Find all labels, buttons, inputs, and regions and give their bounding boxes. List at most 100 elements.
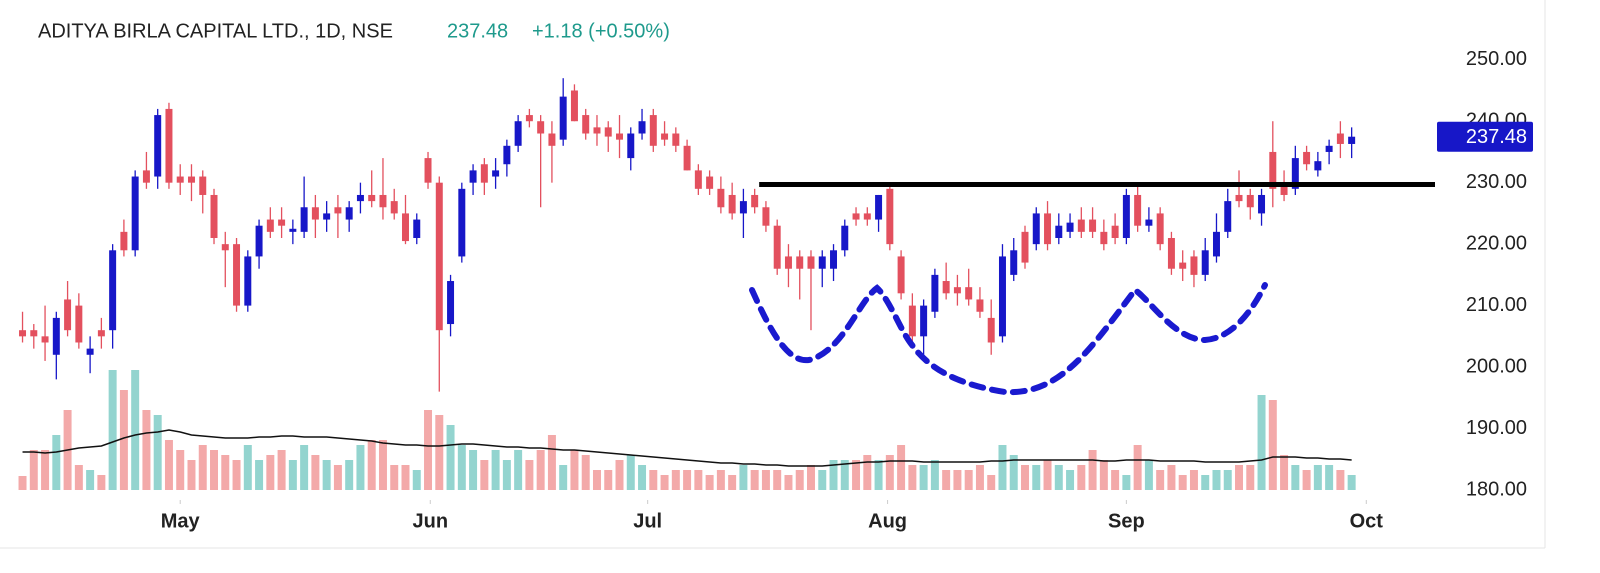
volume-bar: [1077, 465, 1086, 490]
candle-body: [1066, 222, 1074, 232]
candle-body: [953, 287, 961, 294]
volume-bar: [829, 460, 838, 490]
volume-bar: [119, 390, 128, 490]
candle-body: [627, 133, 635, 159]
pattern-annotation: [749, 282, 1268, 396]
candle-body: [807, 256, 815, 269]
volume-bar: [1088, 450, 1097, 490]
candle-body: [19, 330, 27, 337]
candle-body: [1246, 194, 1254, 208]
candle-body: [492, 170, 500, 177]
y-tick-label: 230.00: [1466, 171, 1527, 193]
volume-bar: [784, 475, 793, 490]
volume-bar: [1156, 470, 1165, 490]
candle-body: [142, 170, 150, 183]
volume-bar: [885, 455, 894, 490]
volume-bar: [761, 470, 770, 490]
candle-body: [86, 348, 94, 355]
candle-body: [1156, 213, 1164, 245]
chart-title: ADITYA BIRLA CAPITAL LTD., 1D, NSE: [38, 20, 393, 42]
x-tick-label: Jun: [412, 510, 448, 532]
volume-bar: [897, 445, 906, 490]
volume-bar: [581, 455, 590, 490]
candle-body: [1010, 250, 1018, 275]
volume-bar: [1099, 460, 1108, 490]
volume-bar: [480, 460, 489, 490]
candle-body: [379, 194, 387, 208]
volume-bar: [728, 475, 737, 490]
volume-bar: [502, 460, 511, 490]
volume-bar: [930, 460, 939, 490]
candle-body: [176, 176, 184, 183]
x-tick-label: May: [161, 510, 201, 532]
candle-body: [908, 305, 916, 337]
volume-bar: [953, 470, 962, 490]
candle-body: [931, 274, 939, 312]
volume-bar: [975, 465, 984, 490]
candle-body: [1212, 231, 1220, 257]
candle-body: [875, 194, 883, 220]
volume-bar: [570, 450, 579, 490]
candle-body: [1032, 213, 1040, 245]
candle-body: [503, 145, 511, 165]
candle-body: [255, 225, 263, 257]
candle-body: [1122, 194, 1130, 238]
candle-body: [120, 231, 128, 251]
candle-body: [1201, 250, 1209, 275]
volume-bar: [277, 450, 286, 490]
candle-body: [435, 182, 443, 331]
volume-bar: [97, 475, 106, 490]
candle-body: [458, 188, 466, 257]
volume-bar: [221, 455, 230, 490]
y-tick-label: 200.00: [1466, 355, 1527, 377]
volume-bar: [1178, 475, 1187, 490]
candle-body: [863, 213, 871, 220]
candle-body: [109, 250, 117, 331]
candle-body: [278, 219, 286, 226]
volume-bar: [469, 450, 478, 490]
volume-bar: [367, 440, 376, 490]
volume-bar: [1325, 465, 1334, 490]
candle-body: [537, 121, 545, 134]
candle-body: [75, 305, 83, 343]
volume-bar: [840, 460, 849, 490]
volume-bar: [424, 410, 433, 490]
volume-bar: [592, 470, 601, 490]
candle-body: [1100, 231, 1108, 245]
x-tick-label: Jul: [633, 510, 662, 532]
candle-body: [390, 201, 398, 214]
volume-bar: [356, 445, 365, 490]
volume-bar: [446, 425, 455, 490]
candle-body: [356, 194, 364, 202]
volume-bar: [1336, 470, 1345, 490]
volume-bar: [1122, 475, 1131, 490]
candle-body: [210, 194, 218, 238]
candle-body: [1314, 161, 1322, 171]
volume-bar: [18, 476, 27, 490]
axes: 180.00190.00200.00210.00220.00230.00240.…: [161, 48, 1533, 532]
volume-bar: [1201, 475, 1210, 490]
candle-body: [920, 305, 928, 337]
volume-bar: [1043, 460, 1052, 490]
candle-body: [413, 219, 421, 238]
volume-bar: [52, 435, 61, 490]
candle-body: [683, 145, 691, 171]
candle-body: [266, 219, 274, 232]
candle-body: [480, 164, 488, 183]
y-tick-label: 190.00: [1466, 417, 1527, 439]
volume-bar: [86, 470, 95, 490]
candle-body: [244, 256, 252, 306]
candle-body: [300, 207, 308, 232]
candle-body: [1145, 219, 1153, 226]
candle-body: [773, 225, 781, 269]
volume-bar: [671, 470, 680, 490]
candle-body: [1291, 158, 1299, 189]
volume-bar: [908, 465, 917, 490]
last-price-tag: [1437, 121, 1533, 152]
candle-body: [616, 133, 623, 140]
candle-body: [52, 317, 60, 355]
volume-bar: [942, 470, 951, 490]
volume-bar: [131, 370, 140, 490]
volume-bar: [649, 470, 658, 490]
